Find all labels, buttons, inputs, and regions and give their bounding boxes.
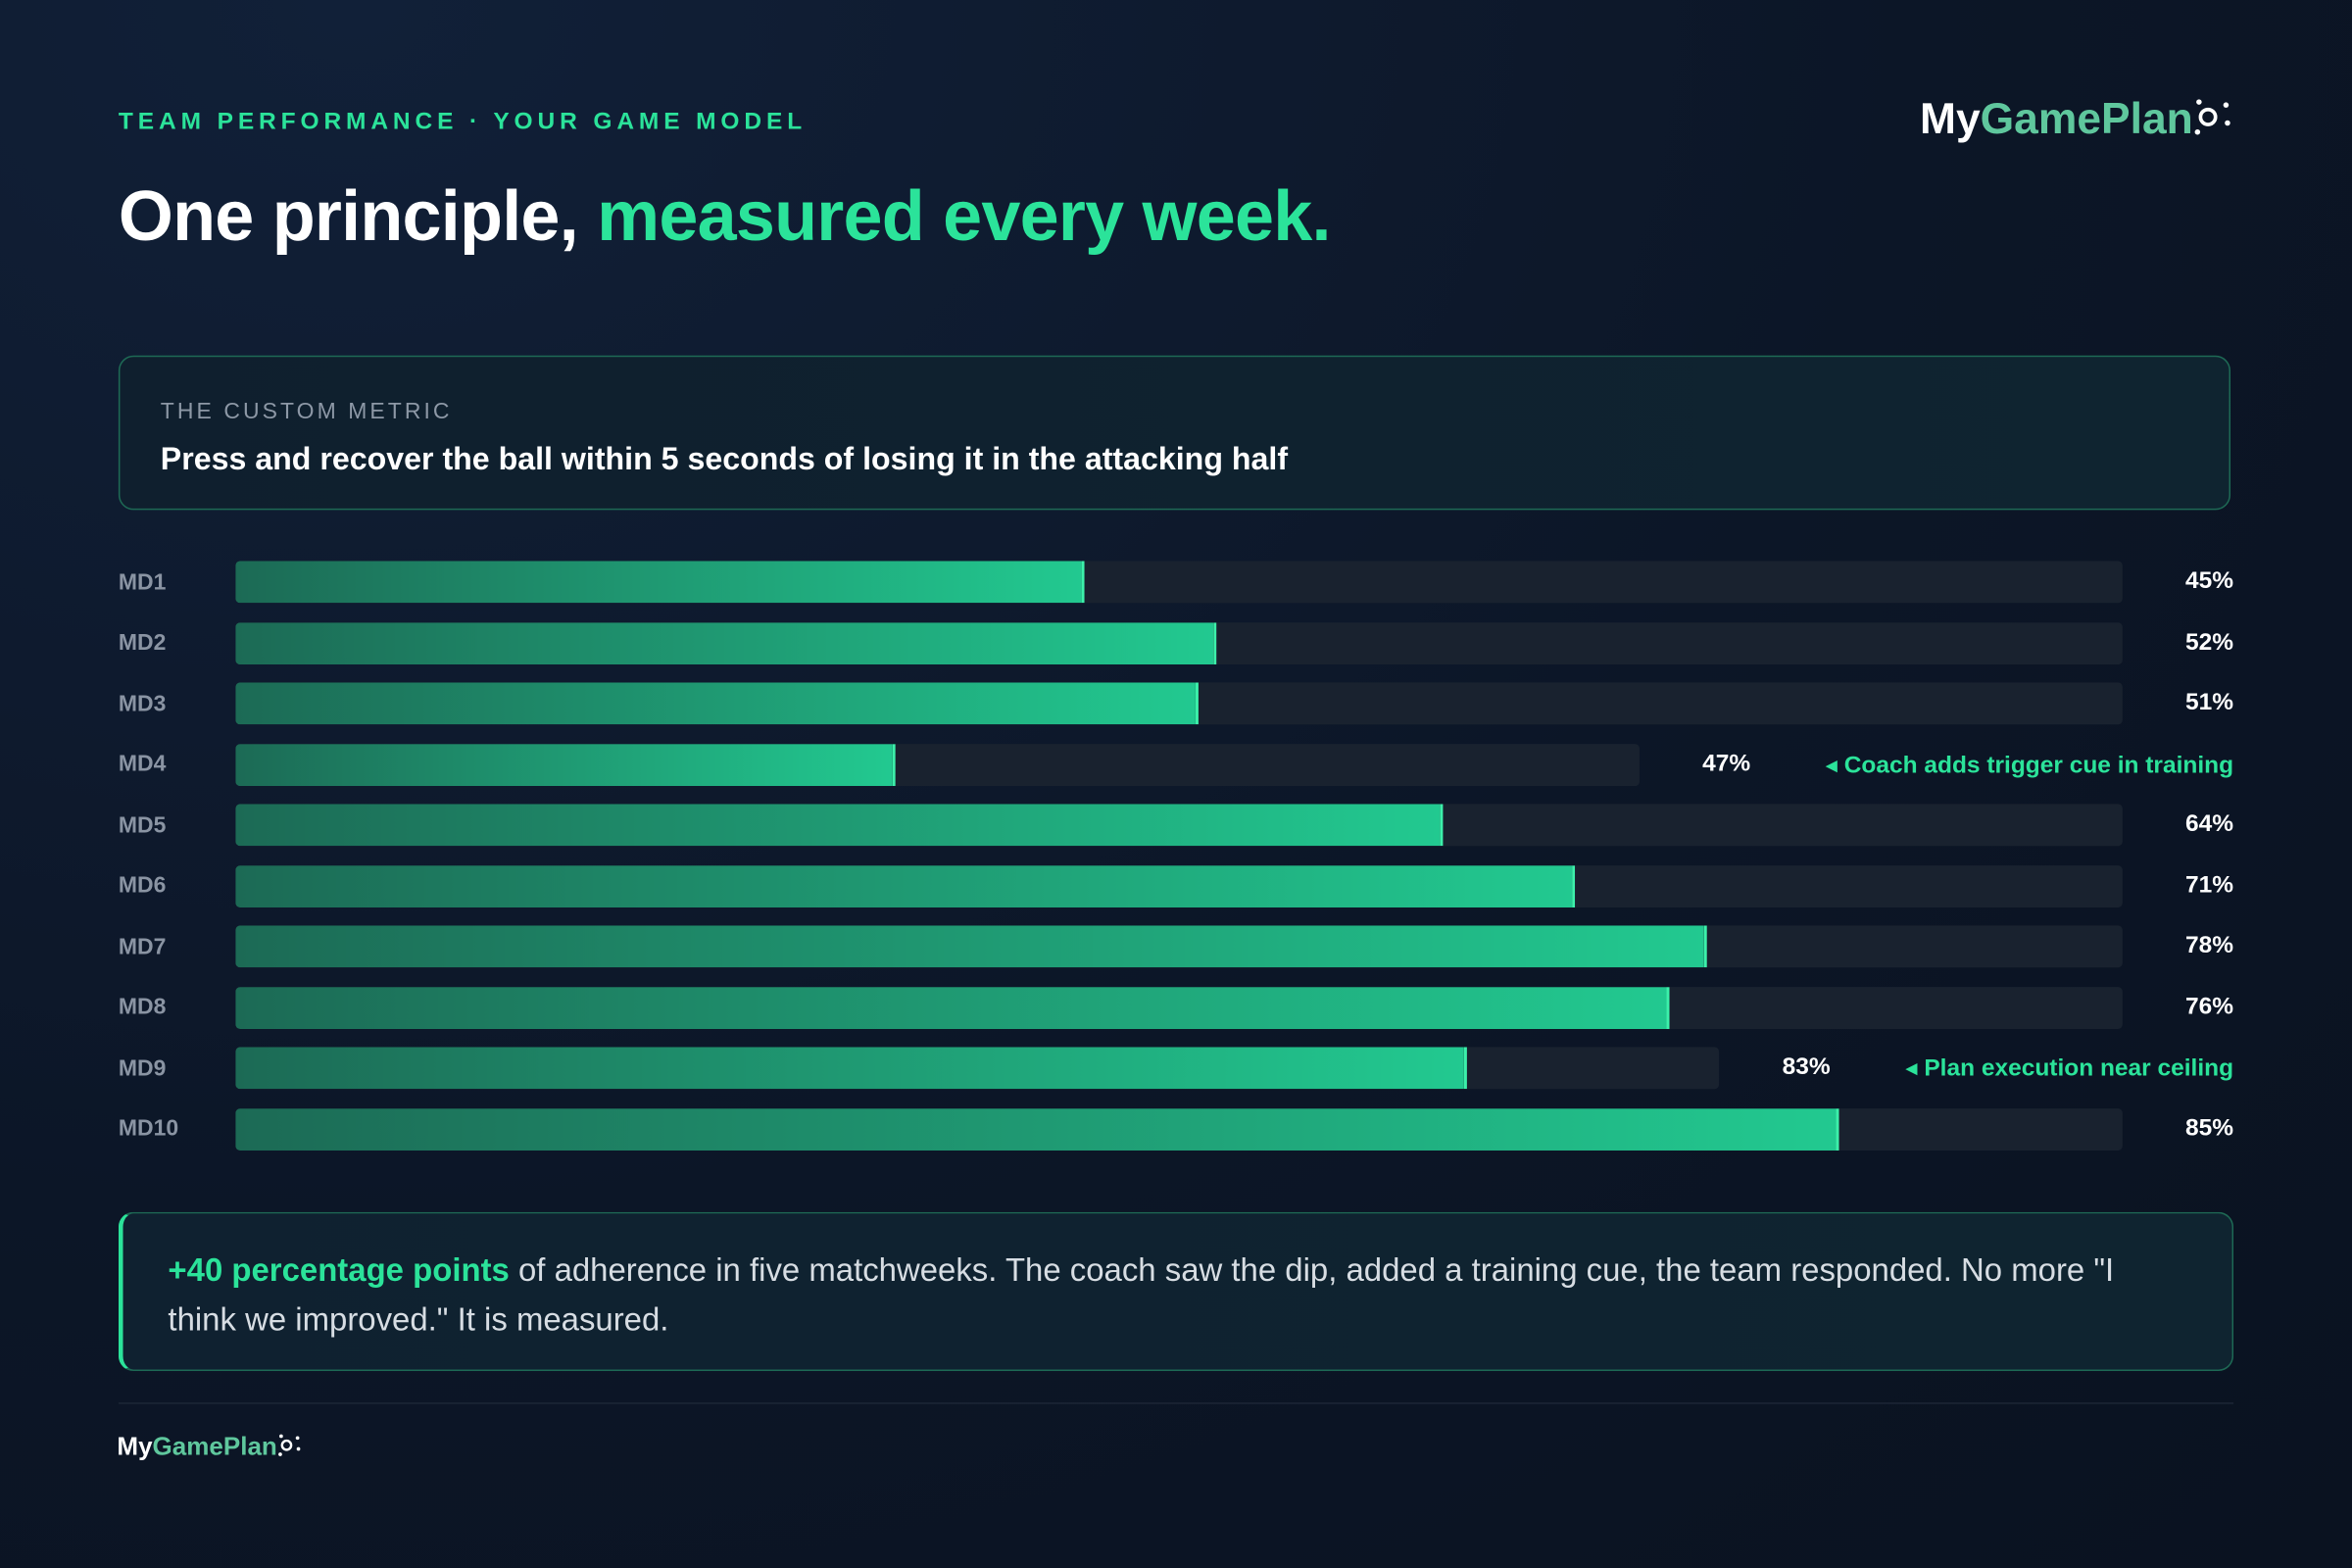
bar xyxy=(235,682,1199,725)
bar-row: MD6 71% xyxy=(118,864,2234,907)
value-label: 45% xyxy=(2185,568,2234,595)
metric-label: THE CUSTOM METRIC xyxy=(160,399,453,425)
value-label: 78% xyxy=(2185,933,2234,959)
bar-track xyxy=(235,864,2123,907)
bar xyxy=(235,561,1085,604)
value-label: 47% xyxy=(1702,751,1751,777)
eyebrow: TEAM PERFORMANCE · YOUR GAME MODEL xyxy=(118,109,808,135)
logo-icon xyxy=(277,1434,301,1456)
bar xyxy=(235,986,1670,1029)
insight-text: of adherence in five matchweeks. The coa… xyxy=(168,1252,2115,1339)
bar-track xyxy=(235,986,2123,1029)
bar-track xyxy=(235,804,2123,847)
bar-track xyxy=(235,621,2123,664)
bar-row: MD9 83% ◂ Plan execution near ceiling xyxy=(118,1047,2234,1090)
bar-row: MD7 78% xyxy=(118,925,2234,968)
bar-track xyxy=(235,743,1640,786)
bar-row: MD8 76% xyxy=(118,986,2234,1029)
category-label: MD6 xyxy=(118,872,167,899)
logo-icon xyxy=(2194,99,2230,135)
value-label: 83% xyxy=(1782,1054,1831,1081)
headline-highlight: measured every week. xyxy=(597,175,1331,256)
bar-track xyxy=(235,1047,1720,1090)
category-label: MD2 xyxy=(118,629,167,656)
logo-name: GamePlan xyxy=(1980,95,2193,144)
bar-track xyxy=(235,682,2123,725)
footer-logo: My GamePlan xyxy=(117,1433,302,1463)
metric-card: THE CUSTOM METRIC Press and recover the … xyxy=(118,355,2231,511)
bar-row: MD4 47% ◂ Coach adds trigger cue in traini… xyxy=(118,743,2234,786)
value-label: 76% xyxy=(2185,994,2234,1020)
bar-row: MD10 85% xyxy=(118,1107,2234,1151)
bar-row: MD5 64% xyxy=(118,804,2234,847)
logo: My GamePlan xyxy=(1920,96,2235,146)
category-label: MD3 xyxy=(118,690,167,716)
headline: One principle, measured every week. xyxy=(118,174,1332,257)
value-label: 85% xyxy=(2185,1115,2234,1142)
bar xyxy=(235,1107,1839,1151)
bar-row: MD3 51% xyxy=(118,682,2234,725)
value-label: 52% xyxy=(2185,629,2234,656)
bar xyxy=(235,804,1444,847)
category-label: MD8 xyxy=(118,994,167,1020)
value-label: 51% xyxy=(2185,690,2234,716)
bar-row: MD2 52% xyxy=(118,621,2234,664)
bar-track xyxy=(235,561,2123,604)
bar xyxy=(235,925,1708,968)
category-label: MD10 xyxy=(118,1115,179,1142)
bar xyxy=(235,621,1217,664)
logo-prefix: My xyxy=(117,1432,153,1461)
bar xyxy=(235,743,896,786)
logo-name: GamePlan xyxy=(152,1432,277,1461)
category-label: MD9 xyxy=(118,1054,167,1081)
value-label: 71% xyxy=(2185,872,2234,899)
bar xyxy=(235,864,1576,907)
bar-chart: MD1 45% MD2 52% MD3 51% MD4 47% ◂ Coach adds tri… xyxy=(119,561,2233,1168)
bar xyxy=(235,1047,1467,1090)
annotation: ◂ Coach adds trigger cue in training xyxy=(1825,752,2234,778)
insight-highlight: +40 percentage points xyxy=(168,1252,510,1289)
metric-text: Press and recover the ball within 5 seco… xyxy=(160,442,1289,477)
logo-prefix: My xyxy=(1919,95,1981,144)
bar-track xyxy=(235,1107,2123,1151)
bar-row: MD1 45% xyxy=(118,561,2234,604)
category-label: MD5 xyxy=(118,811,167,838)
insight-card: +40 percentage points of adherence in fi… xyxy=(118,1211,2234,1371)
annotation: ◂ Plan execution near ceiling xyxy=(1905,1055,2234,1082)
divider xyxy=(118,1402,2234,1404)
value-label: 64% xyxy=(2185,811,2234,838)
category-label: MD4 xyxy=(118,751,167,777)
category-label: MD7 xyxy=(118,933,167,959)
headline-text: One principle, xyxy=(118,175,579,256)
bar-track xyxy=(235,925,2123,968)
category-label: MD1 xyxy=(118,568,167,595)
